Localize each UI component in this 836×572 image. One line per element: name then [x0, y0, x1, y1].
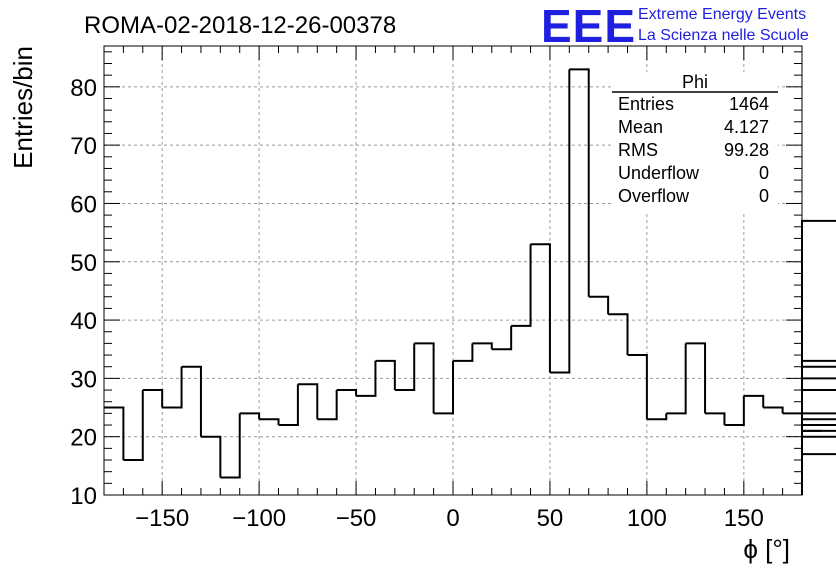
histogram-bin [646, 413, 668, 421]
stats-label: RMS [618, 140, 658, 160]
histogram-bin [569, 68, 590, 297]
histogram-bin [511, 244, 532, 327]
histogram-bin [453, 343, 474, 362]
histogram-bin [375, 359, 396, 391]
histogram-bin [705, 412, 726, 426]
histogram-bin [356, 360, 377, 397]
stats-value: 0 [759, 163, 769, 183]
x-tick-label: 50 [537, 505, 564, 532]
x-tick-label: −150 [135, 505, 189, 532]
histogram-bin [763, 406, 784, 414]
y-tick-label: 40 [70, 308, 97, 335]
histogram-bin [801, 366, 836, 421]
histogram-bin [104, 406, 125, 461]
stats-label: Entries [618, 94, 674, 114]
stats-box: Phi Entries 1464 Mean 4.127 RMS 99.28 Underflo… [612, 72, 778, 214]
y-tick-label: 80 [70, 75, 97, 102]
histogram-bin [394, 343, 416, 392]
histogram-bin [336, 389, 358, 396]
stats-label: Overflow [618, 186, 690, 206]
histogram-bin [181, 365, 202, 437]
histogram-bin [627, 354, 648, 420]
x-tick-label: −50 [336, 505, 377, 532]
histogram-bin [685, 342, 707, 414]
run-title: ROMA-02-2018-12-26-00378 [84, 12, 396, 39]
histogram-bin [297, 383, 319, 420]
x-tick-label: 100 [627, 505, 667, 532]
histogram-bin [278, 384, 299, 427]
logo-subtitle-1: Extreme Energy Events [638, 6, 806, 23]
histogram-bin [724, 395, 745, 427]
eee-logo: EEE [541, 0, 636, 52]
histogram-bin [782, 412, 803, 431]
histogram-bin [549, 69, 571, 374]
histogram-bin [801, 360, 836, 432]
y-tick-label: 50 [70, 250, 97, 277]
histogram-bin [801, 365, 836, 431]
y-axis-label: Entries/bin [8, 46, 38, 169]
histogram-bin [472, 342, 493, 350]
histogram-bin [317, 390, 338, 421]
histogram-bin [123, 390, 144, 462]
histogram-bin [414, 342, 435, 414]
histogram-bin [588, 295, 610, 315]
stats-title: Phi [682, 72, 708, 92]
histogram-bin [801, 435, 836, 455]
logo-subtitle-2: La Scienza nelle Scuole [638, 27, 809, 44]
y-tick-label: 30 [70, 366, 97, 393]
histogram-bin [608, 313, 629, 356]
histogram-bin [259, 418, 280, 426]
histogram-bin [220, 413, 241, 479]
histogram-bin [801, 220, 836, 380]
x-axis-label: ϕ [°] [743, 534, 790, 564]
stats-box-background [612, 72, 778, 214]
axis-ticks [103, 46, 803, 496]
histogram-bin [142, 389, 164, 408]
x-tick-label: 150 [724, 505, 764, 532]
histogram-bin [200, 435, 222, 478]
histogram-bin [530, 243, 551, 373]
histogram-bin [743, 394, 765, 408]
stats-value: 1464 [729, 94, 769, 114]
histogram-bin [666, 343, 687, 415]
histogram-bin [491, 325, 513, 351]
stats-label: Underflow [618, 163, 700, 183]
y-tick-label: 10 [70, 483, 97, 510]
x-tick-label: 0 [446, 505, 459, 532]
histogram-bin [162, 366, 183, 409]
y-tick-label: 60 [70, 191, 97, 218]
stats-label: Mean [618, 117, 663, 137]
x-tick-label: −100 [232, 505, 286, 532]
stats-value: 99.28 [724, 140, 769, 160]
tick-labels: −150 −100 −50 0 50 100 150 10 20 30 40 50 60 70 80 [70, 75, 764, 532]
stats-value: 4.127 [724, 117, 769, 137]
y-tick-label: 70 [70, 133, 97, 160]
histogram-bin [433, 360, 454, 415]
stats-value: 0 [759, 186, 769, 206]
histogram-bin [801, 359, 836, 379]
histogram-bin [239, 412, 261, 420]
y-tick-label: 20 [70, 425, 97, 452]
